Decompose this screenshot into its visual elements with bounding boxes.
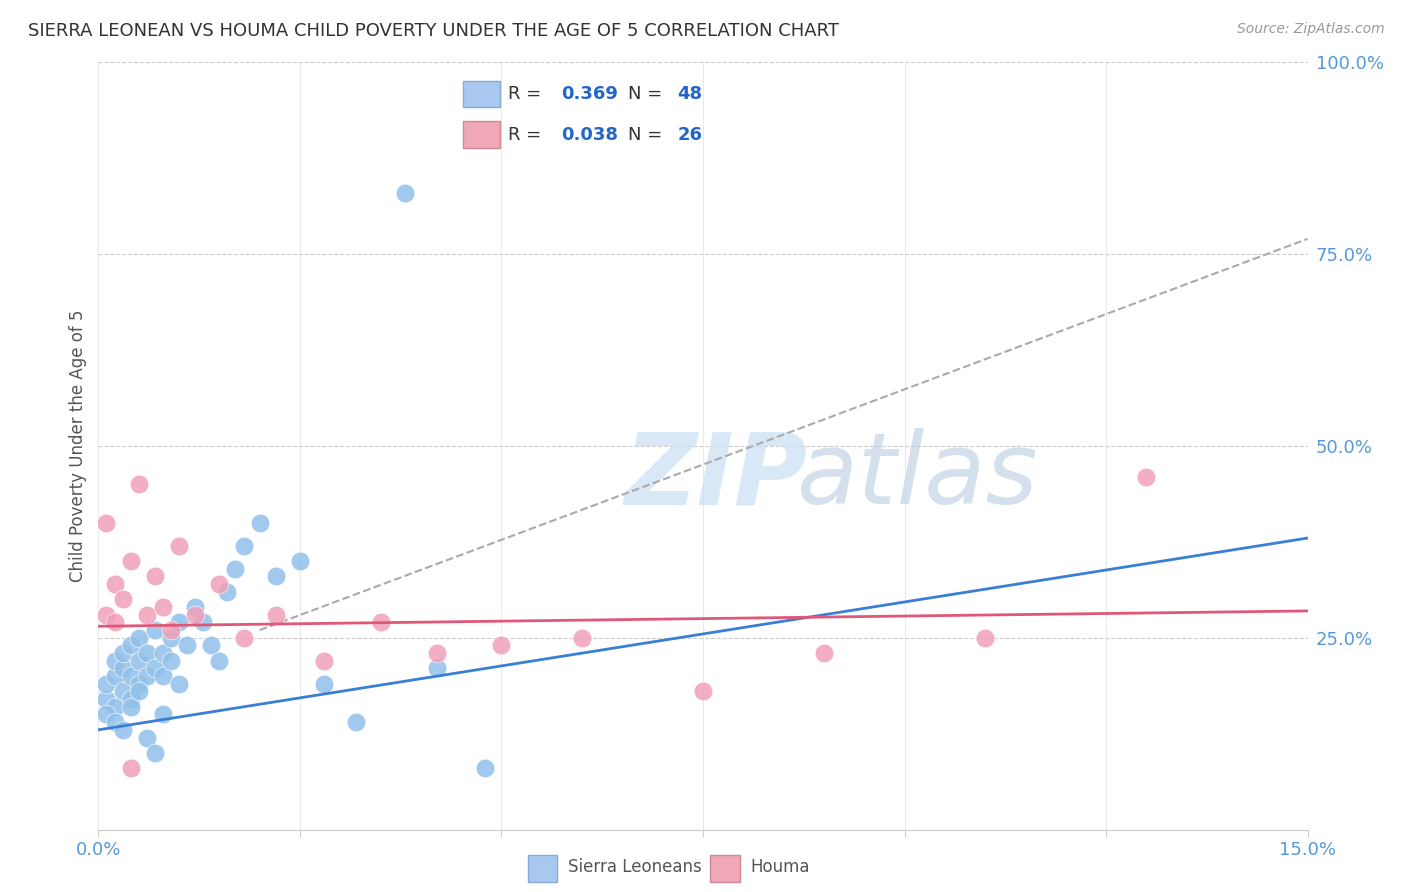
Point [96, 607, 118, 622]
Point [344, 715, 367, 730]
Text: Houma: Houma [751, 858, 810, 877]
Point [394, 186, 416, 200]
Point [120, 639, 142, 653]
Point [184, 607, 207, 622]
Bar [527, 855, 557, 881]
Point [813, 646, 835, 660]
Point [167, 539, 190, 553]
Point [128, 654, 150, 668]
Point [96, 516, 118, 530]
Point [120, 761, 142, 775]
Point [224, 562, 246, 576]
Point [160, 623, 183, 637]
Point [314, 677, 336, 691]
Point [143, 661, 166, 675]
Point [103, 577, 125, 591]
Point [103, 654, 125, 668]
Point [200, 639, 222, 653]
Point [128, 631, 150, 645]
Point [103, 699, 125, 714]
Point [143, 623, 166, 637]
Point [264, 569, 287, 583]
Point [103, 615, 125, 630]
Point [96, 692, 118, 706]
Point [491, 639, 513, 653]
Point [474, 761, 496, 775]
Point [167, 615, 190, 630]
Point [135, 607, 157, 622]
Text: Sierra Leoneans: Sierra Leoneans [568, 858, 702, 877]
Text: atlas: atlas [797, 428, 1039, 525]
Point [96, 677, 118, 691]
Point [167, 677, 190, 691]
Y-axis label: Child Poverty Under the Age of 5: Child Poverty Under the Age of 5 [69, 310, 87, 582]
Point [135, 646, 157, 660]
Point [120, 699, 142, 714]
Point [128, 677, 150, 691]
Point [103, 715, 125, 730]
Point [974, 631, 997, 645]
Text: ZIP: ZIP [624, 428, 807, 525]
Point [288, 554, 311, 568]
Point [103, 669, 125, 683]
Point [571, 631, 593, 645]
Point [143, 746, 166, 760]
Point [232, 539, 254, 553]
Point [208, 577, 231, 591]
Point [120, 669, 142, 683]
Point [426, 646, 449, 660]
Point [264, 607, 287, 622]
Point [193, 615, 215, 630]
Point [111, 592, 134, 607]
Point [692, 684, 714, 698]
Bar [710, 855, 740, 881]
Point [128, 477, 150, 491]
Point [160, 631, 183, 645]
Point [135, 731, 157, 745]
Point [184, 600, 207, 615]
Point [143, 569, 166, 583]
Point [120, 554, 142, 568]
Point [111, 684, 134, 698]
Point [135, 669, 157, 683]
Point [249, 516, 271, 530]
Text: SIERRA LEONEAN VS HOUMA CHILD POVERTY UNDER THE AGE OF 5 CORRELATION CHART: SIERRA LEONEAN VS HOUMA CHILD POVERTY UN… [28, 22, 839, 40]
Point [152, 646, 174, 660]
Point [232, 631, 254, 645]
Point [426, 661, 449, 675]
Point [314, 654, 336, 668]
Point [96, 707, 118, 722]
Point [1135, 469, 1157, 483]
Point [152, 600, 174, 615]
Point [152, 669, 174, 683]
Point [217, 584, 239, 599]
Point [152, 707, 174, 722]
Text: Source: ZipAtlas.com: Source: ZipAtlas.com [1237, 22, 1385, 37]
Point [176, 639, 198, 653]
Point [370, 615, 392, 630]
Point [160, 654, 183, 668]
Point [120, 692, 142, 706]
Point [128, 684, 150, 698]
Point [111, 661, 134, 675]
Point [111, 646, 134, 660]
Point [111, 723, 134, 737]
Point [208, 654, 231, 668]
